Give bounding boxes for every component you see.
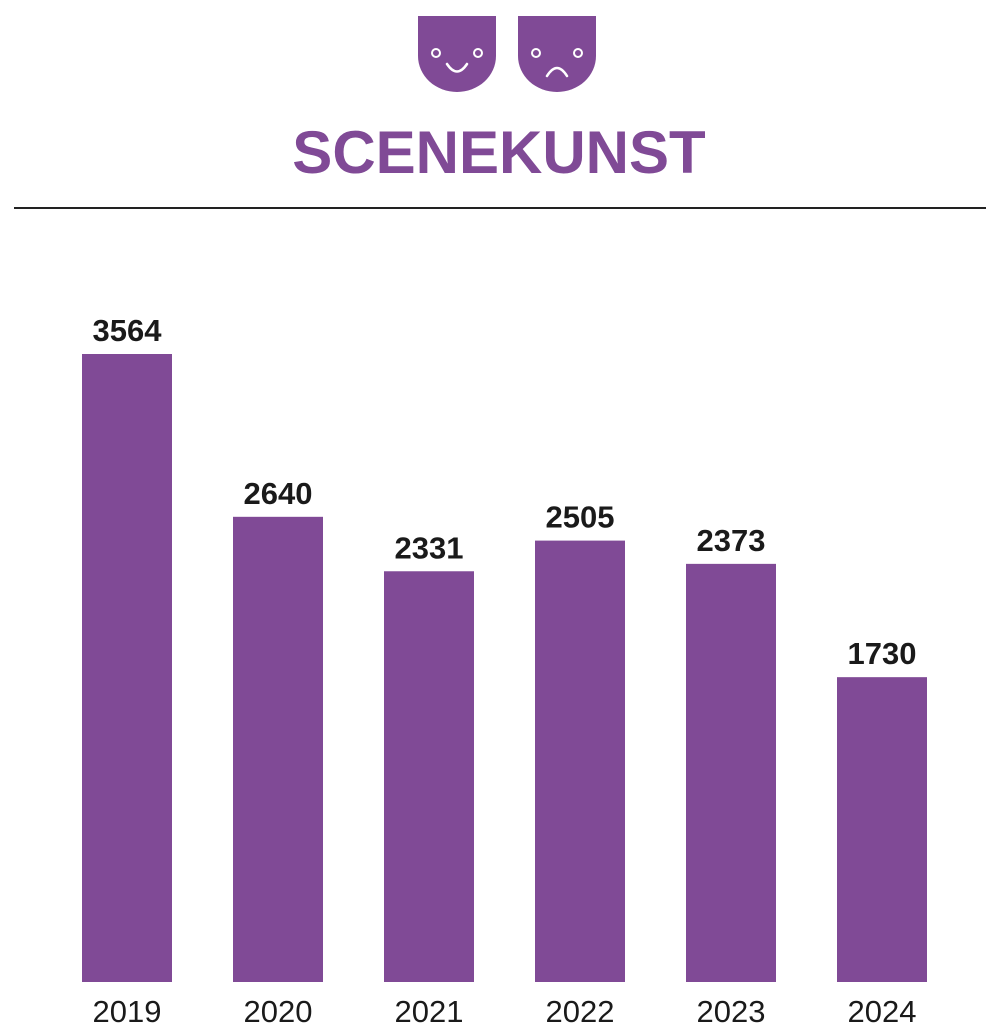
value-label-2021: 2331 (395, 530, 464, 565)
value-labels-group: 3564 2640 2331 2505 2373 1730 (93, 313, 917, 671)
x-tick-label-2020: 2020 (244, 994, 313, 1029)
value-label-2020: 2640 (244, 476, 313, 511)
x-tick-label-2024: 2024 (848, 994, 917, 1029)
value-label-2019: 3564 (93, 313, 163, 348)
smiling-mask-icon (418, 16, 496, 92)
frowning-mask-icon (518, 16, 596, 92)
bar-2021 (384, 571, 474, 982)
value-label-2023: 2373 (697, 523, 766, 558)
bar-2022 (535, 540, 625, 982)
x-axis-tick-labels: 2019 2020 2021 2022 2023 2024 (93, 994, 917, 1029)
value-label-2022: 2505 (546, 500, 615, 535)
bar-2019 (82, 354, 172, 982)
x-tick-label-2022: 2022 (546, 994, 615, 1029)
chart-title: SCENEKUNST (292, 119, 705, 186)
bar-2023 (686, 563, 776, 982)
x-tick-label-2023: 2023 (697, 994, 766, 1029)
bars-group (82, 354, 927, 982)
value-label-2024: 1730 (848, 636, 917, 671)
x-tick-label-2021: 2021 (395, 994, 464, 1029)
bar-2024 (837, 677, 927, 982)
x-tick-label-2019: 2019 (93, 994, 162, 1029)
bar-2020 (233, 516, 323, 982)
